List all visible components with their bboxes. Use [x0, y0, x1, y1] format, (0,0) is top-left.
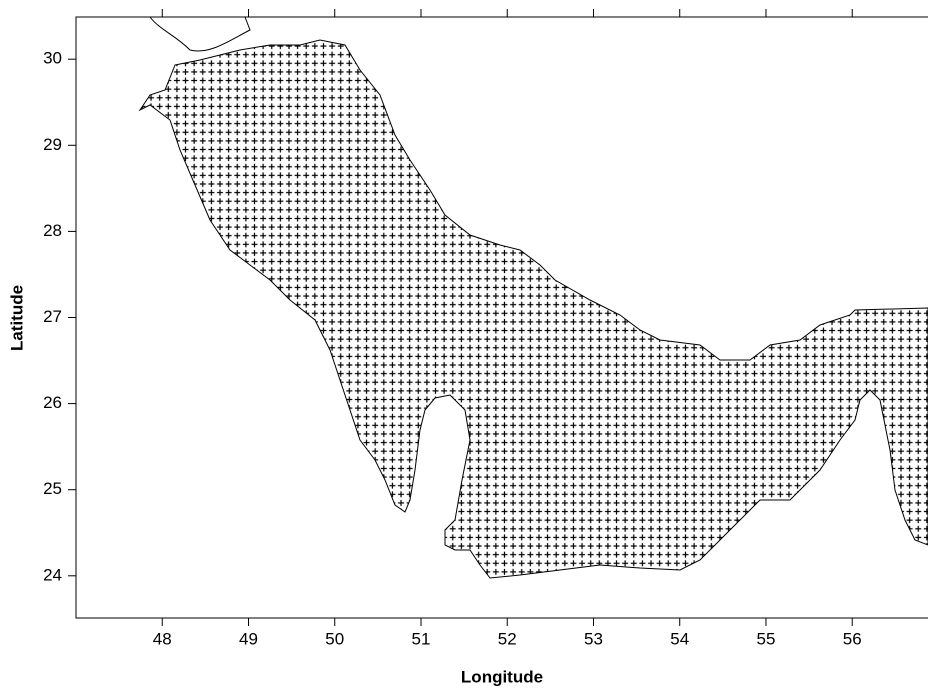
y-tick-label: 28	[43, 221, 62, 240]
x-tick-label: 55	[757, 629, 776, 648]
y-tick-label: 30	[43, 49, 62, 68]
x-tick-label: 48	[153, 629, 172, 648]
x-tick-label: 52	[498, 629, 517, 648]
y-tick-label: 25	[43, 479, 62, 498]
gulf-grid	[138, 16, 928, 579]
x-axis-title: Longitude	[461, 667, 543, 686]
x-tick-label: 54	[670, 629, 689, 648]
y-tick-label: 29	[43, 135, 62, 154]
x-tick-label: 50	[325, 629, 344, 648]
y-tick-label: 27	[43, 307, 62, 326]
x-tick-label: 56	[843, 629, 862, 648]
x-tick-label: 53	[584, 629, 603, 648]
y-axis-title: Latitude	[7, 285, 26, 351]
grid-points	[138, 39, 928, 579]
y-tick-label: 26	[43, 393, 62, 412]
coast-north	[149, 16, 251, 52]
x-tick-label: 49	[239, 629, 258, 648]
y-tick-label: 24	[43, 565, 62, 584]
x-tick-label: 51	[412, 629, 431, 648]
